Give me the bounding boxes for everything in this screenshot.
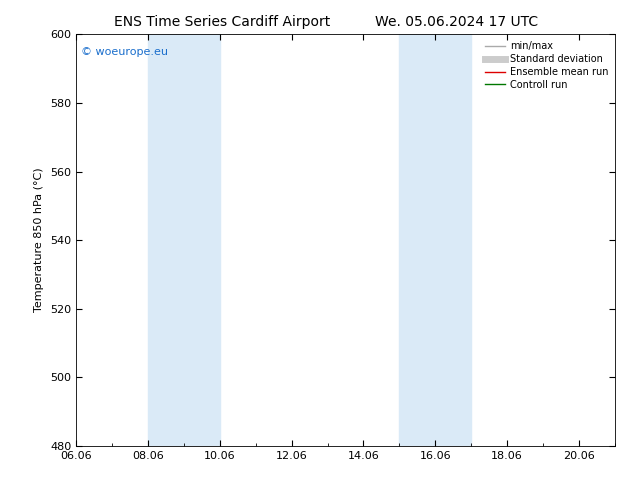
Bar [399,34,471,446]
Text: © woeurope.eu: © woeurope.eu [81,47,169,57]
Text: We. 05.06.2024 17 UTC: We. 05.06.2024 17 UTC [375,15,538,29]
Bar [148,34,220,446]
Text: ENS Time Series Cardiff Airport: ENS Time Series Cardiff Airport [113,15,330,29]
Y-axis label: Temperature 850 hPa (°C): Temperature 850 hPa (°C) [34,168,44,313]
Legend: min/max, Standard deviation, Ensemble mean run, Controll run: min/max, Standard deviation, Ensemble me… [481,37,612,94]
